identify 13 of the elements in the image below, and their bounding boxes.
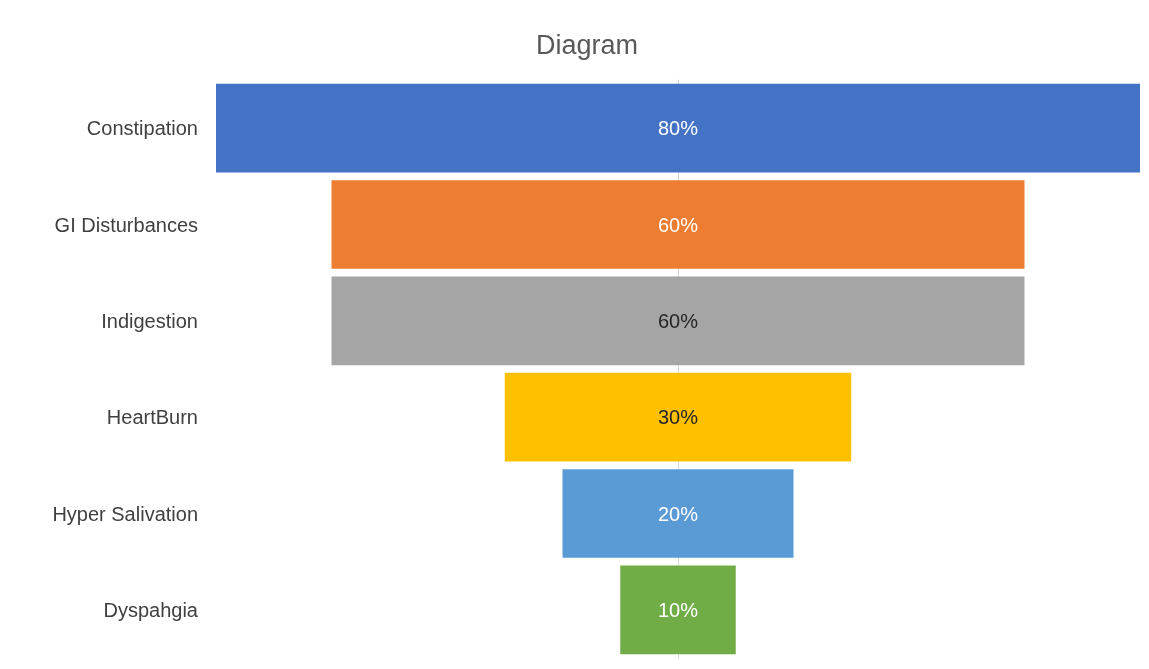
category-label: Dyspahgia [103, 598, 199, 621]
data-label: 60% [657, 309, 699, 332]
category-label: Constipation [86, 117, 198, 140]
data-label: 30% [657, 406, 699, 429]
category-label: HeartBurn [106, 406, 198, 429]
data-label: 80% [657, 117, 699, 140]
data-label: 20% [657, 502, 699, 525]
category-label: GI Disturbances [54, 213, 198, 236]
data-label: 60% [657, 213, 699, 236]
text: Diagram [535, 29, 639, 60]
data-label: 10% [657, 598, 699, 621]
category-label: Hyper Salivation [52, 502, 198, 525]
category-label: Indigestion [101, 309, 198, 332]
